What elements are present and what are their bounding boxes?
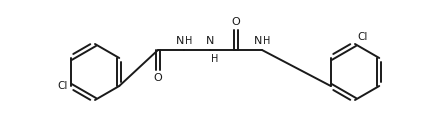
- Text: H: H: [263, 36, 270, 46]
- Text: H: H: [185, 36, 192, 46]
- Text: O: O: [232, 17, 240, 27]
- Text: O: O: [153, 73, 162, 83]
- Text: N: N: [176, 36, 184, 46]
- Text: H: H: [211, 54, 218, 64]
- Text: N: N: [254, 36, 262, 46]
- Text: Cl: Cl: [57, 81, 68, 91]
- Text: Cl: Cl: [357, 32, 367, 42]
- Text: N: N: [206, 36, 214, 46]
